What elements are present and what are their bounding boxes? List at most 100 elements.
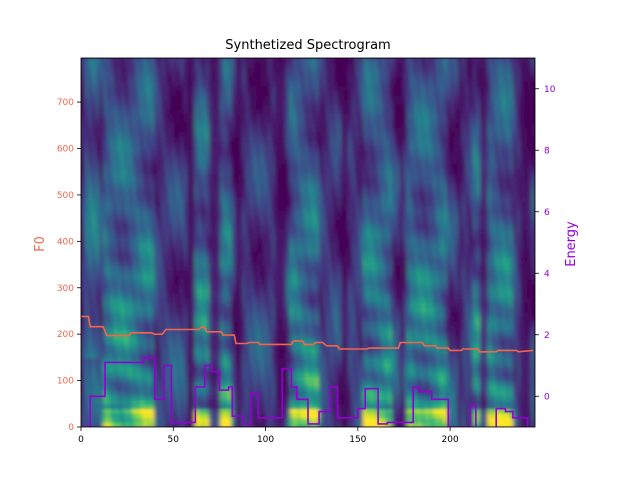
heatmap-cell [95, 343, 100, 350]
heatmap-cell [194, 247, 199, 253]
heatmap-cell [84, 376, 89, 382]
heatmap-cell [99, 224, 104, 230]
heatmap-cell [143, 325, 148, 331]
heatmap-cell [179, 242, 185, 248]
heatmap-cell [113, 127, 119, 133]
heatmap-cell [300, 237, 305, 244]
heatmap-cell [278, 159, 283, 165]
heatmap-cell [216, 270, 221, 276]
heatmap-cell [110, 247, 115, 253]
heatmap-cell [245, 191, 251, 197]
heatmap-cell [242, 265, 247, 271]
heatmap-cell [260, 154, 265, 161]
heatmap-cell [227, 219, 232, 225]
heatmap-cell [161, 325, 166, 331]
heatmap-cell [216, 164, 221, 170]
heatmap-cell [293, 325, 298, 331]
heatmap-cell [113, 228, 119, 234]
heatmap-cell [194, 256, 199, 262]
heatmap-cell [223, 362, 229, 368]
heatmap-cell [124, 228, 130, 234]
heatmap-cell [238, 113, 243, 119]
heatmap-cell [238, 233, 243, 239]
heatmap-cell [190, 270, 196, 276]
heatmap-cell [278, 371, 283, 377]
heatmap-cell [242, 343, 247, 350]
heatmap-cell [157, 422, 163, 427]
heatmap-cell [176, 247, 181, 253]
heatmap-cell [168, 196, 174, 202]
heatmap-cell [198, 210, 203, 216]
heatmap-cell [238, 219, 243, 225]
heatmap-cell [124, 325, 130, 331]
heatmap-cell [146, 362, 152, 368]
heatmap-cell [187, 339, 192, 345]
heatmap-cell [135, 214, 141, 221]
heatmap-cell [91, 205, 97, 211]
heatmap-cell [297, 81, 302, 87]
heatmap-cell [139, 164, 144, 170]
heatmap-cell [187, 90, 192, 96]
heatmap-cell [172, 297, 177, 304]
heatmap-cell [286, 81, 291, 87]
heatmap-cell [128, 237, 133, 244]
heatmap-cell [135, 371, 141, 377]
heatmap-cell [205, 76, 210, 82]
heatmap-cell [139, 422, 144, 427]
heatmap-cell [227, 311, 232, 317]
heatmap-cell [245, 237, 251, 244]
heatmap-cell [190, 311, 196, 317]
heatmap-cell [212, 334, 218, 340]
heatmap-cell [308, 302, 313, 308]
heatmap-cell [198, 279, 203, 285]
heatmap-cell [88, 210, 93, 216]
heatmap-cell [282, 145, 287, 151]
heatmap-cell [95, 117, 100, 124]
heatmap-cell [194, 343, 199, 350]
heatmap-cell [157, 210, 163, 216]
heatmap-cell [304, 408, 309, 414]
heatmap-cell [267, 196, 272, 202]
heatmap-cell [249, 270, 254, 276]
heatmap-cell [282, 219, 287, 225]
heatmap-cell [132, 159, 137, 165]
heatmap-cell [117, 58, 122, 64]
heatmap-cell [201, 173, 207, 179]
heatmap-cell [146, 228, 152, 234]
heatmap-cell [304, 390, 309, 396]
heatmap-cell [297, 177, 302, 184]
heatmap-cell [238, 164, 243, 170]
heatmap-cell [212, 62, 218, 68]
heatmap-cell [146, 81, 152, 87]
heatmap-cell [113, 297, 119, 304]
heatmap-cell [106, 353, 111, 359]
heatmap-cell [220, 191, 225, 197]
heatmap-cell [95, 371, 100, 377]
heatmap-cell [238, 385, 243, 391]
heatmap-cell [121, 210, 126, 216]
heatmap-cell [220, 136, 225, 142]
heatmap-cell [245, 297, 251, 304]
heatmap-cell [278, 205, 283, 211]
heatmap-cell [253, 320, 258, 327]
heatmap-cell [132, 325, 137, 331]
heatmap-cell [154, 233, 159, 239]
heatmap-cell [95, 196, 100, 202]
heatmap-cell [121, 288, 126, 294]
heatmap-cell [275, 284, 280, 290]
heatmap-cell [139, 90, 144, 96]
heatmap-cell [245, 251, 251, 257]
heatmap-cell [150, 348, 155, 354]
heatmap-cell [150, 371, 155, 377]
heatmap-cell [260, 390, 265, 396]
heatmap-cell [253, 173, 258, 179]
heatmap-cell [165, 58, 170, 64]
heatmap-cell [242, 85, 247, 91]
heatmap-cell [150, 58, 155, 64]
heatmap-cell [165, 330, 170, 336]
heatmap-cell [99, 113, 104, 119]
heatmap-cell [102, 242, 108, 248]
heatmap-cell [102, 348, 108, 354]
heatmap-cell [220, 343, 225, 350]
heatmap-cell [234, 274, 240, 280]
